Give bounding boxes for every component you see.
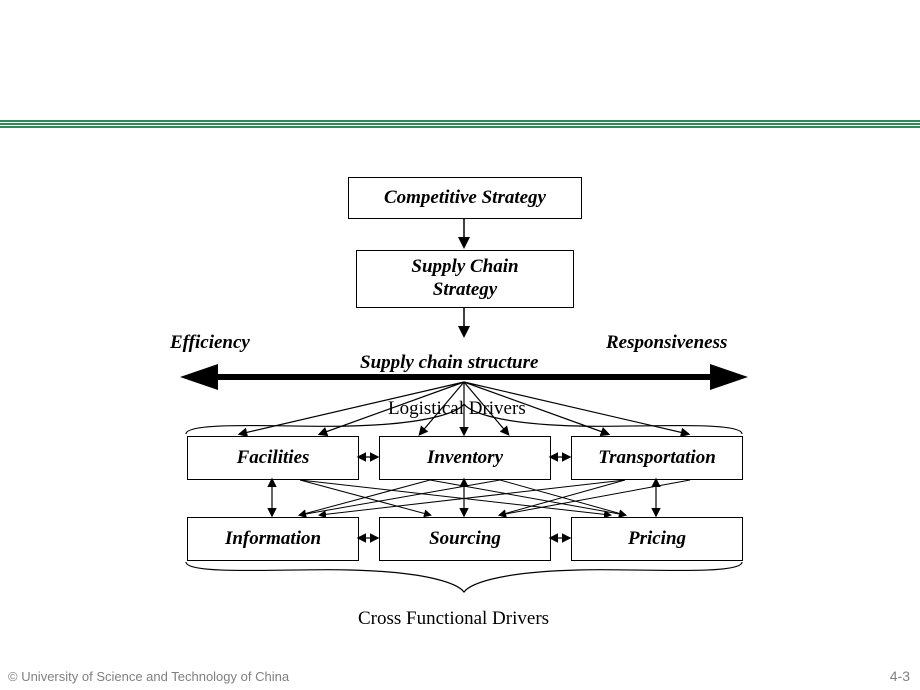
divider-band <box>0 120 920 128</box>
box-label: Information <box>225 528 321 551</box>
box-label: Facilities <box>237 447 310 470</box>
box-label: Inventory <box>427 447 503 470</box>
box-label: Sourcing <box>429 528 501 551</box>
label-logistical-drivers: Logistical Drivers <box>388 398 526 420</box>
box-inventory: Inventory <box>379 436 551 480</box>
footer-page-number: 4-3 <box>890 668 910 684</box>
box-label: Transportation <box>598 447 716 470</box>
connectors-svg <box>0 0 920 690</box>
box-label: Pricing <box>628 528 686 551</box>
box-supply-chain-strategy: Supply Chain Strategy <box>356 250 574 308</box>
box-pricing: Pricing <box>571 517 743 561</box>
footer-copyright: © University of Science and Technology o… <box>8 669 289 684</box>
box-label: Supply Chain Strategy <box>411 256 518 302</box>
label-cross-functional: Cross Functional Drivers <box>358 608 549 630</box>
box-facilities: Facilities <box>187 436 359 480</box>
box-sourcing: Sourcing <box>379 517 551 561</box>
box-label: Competitive Strategy <box>384 187 546 210</box>
box-competitive-strategy: Competitive Strategy <box>348 177 582 219</box>
label-structure: Supply chain structure <box>360 352 538 374</box>
label-responsiveness: Responsiveness <box>606 332 727 354</box>
label-efficiency: Efficiency <box>170 332 250 354</box>
box-information: Information <box>187 517 359 561</box>
box-transportation: Transportation <box>571 436 743 480</box>
